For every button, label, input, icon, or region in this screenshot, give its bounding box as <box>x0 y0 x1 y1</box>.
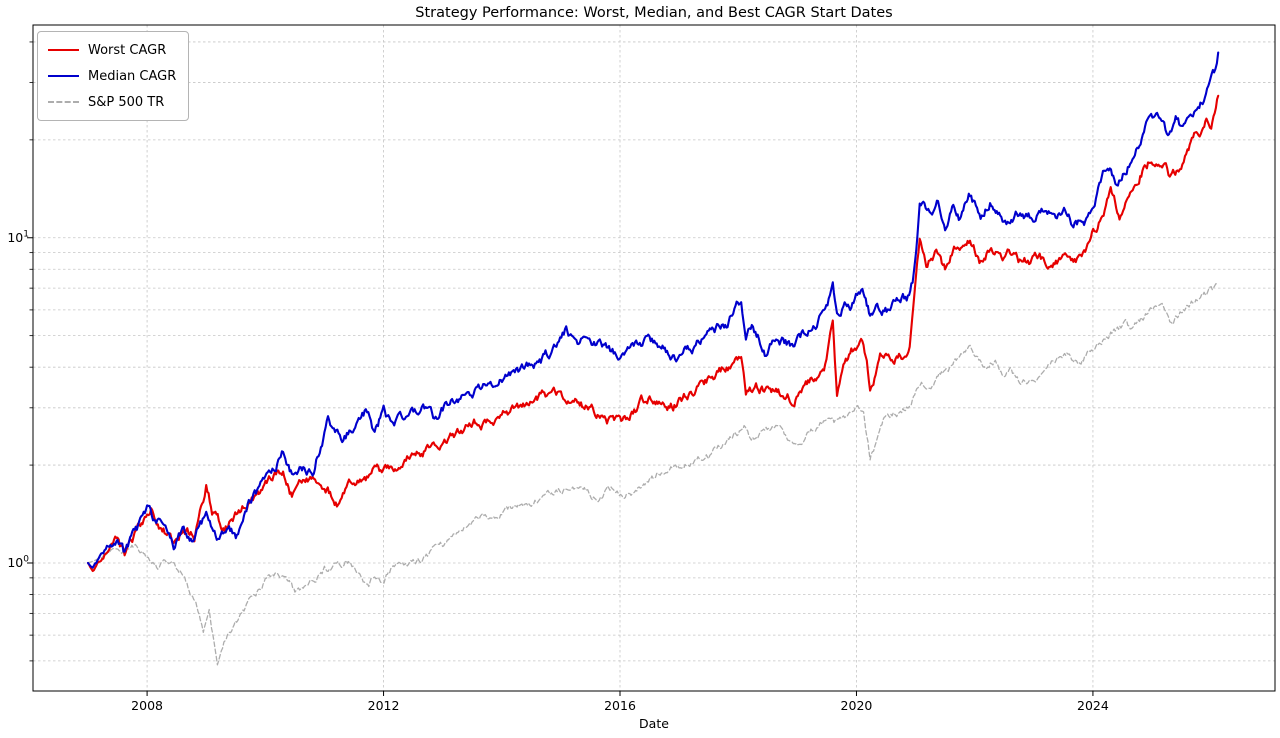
y-tick-label: 101 <box>7 229 29 245</box>
median-cagr-line-icon <box>48 75 79 77</box>
legend-label: S&P 500 TR <box>88 94 165 110</box>
series-line-median-cagr <box>86 51 1220 569</box>
x-tick-label: 2016 <box>604 698 636 713</box>
y-tick-label: 100 <box>7 554 29 570</box>
series-lines <box>86 51 1220 666</box>
chart-title: Strategy Performance: Worst, Median, and… <box>415 5 893 21</box>
x-axis-label: Date <box>639 716 669 731</box>
series-line-worst-cagr <box>86 94 1220 573</box>
legend-label: Median CAGR <box>88 68 177 84</box>
legend: Worst CAGR Median CAGR S&P 500 TR <box>37 31 190 121</box>
legend-label: Worst CAGR <box>88 42 167 58</box>
plot-frame <box>32 24 1276 692</box>
legend-item-worst-cagr: Worst CAGR <box>48 37 176 63</box>
series-line-s-p-500-tr <box>87 282 1219 666</box>
worst-cagr-line-icon <box>48 49 79 51</box>
x-tick-label: 2012 <box>368 698 400 713</box>
sp500-tr-line-icon <box>48 101 79 103</box>
gridlines <box>33 25 1275 691</box>
x-tick-label: 2020 <box>841 698 873 713</box>
x-tick-label: 2024 <box>1077 698 1109 713</box>
legend-item-sp500-tr: S&P 500 TR <box>48 89 176 115</box>
legend-item-median-cagr: Median CAGR <box>48 63 176 89</box>
axis-ticks: 100 101 2008 2012 2016 2020 2024 <box>7 41 1109 713</box>
x-tick-label: 2008 <box>131 698 163 713</box>
